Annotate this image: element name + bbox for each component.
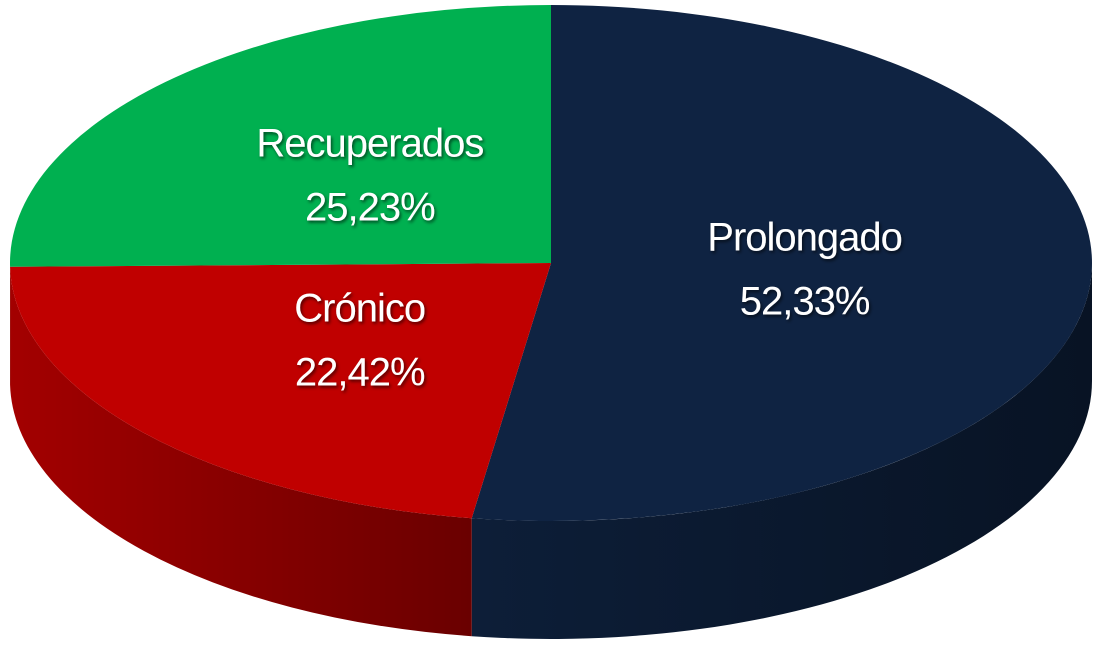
slice-value: 52,33% <box>740 279 870 323</box>
slice <box>9 5 551 267</box>
slice-side <box>471 263 1093 639</box>
labels: Prolongado 52,33% Crónico 22,42% Recuperados… <box>256 121 902 394</box>
pie-sides <box>10 263 1093 639</box>
slice-label: Prolongado <box>707 215 902 259</box>
pie-tops <box>9 5 1092 521</box>
slice-label: Recuperados <box>256 121 483 165</box>
slice-value: 22,42% <box>295 350 425 394</box>
slice <box>10 263 551 519</box>
slice <box>471 5 1092 521</box>
slice-side <box>10 266 472 637</box>
slice-label: Crónico <box>294 286 425 330</box>
slice-value: 25,23% <box>305 185 435 229</box>
